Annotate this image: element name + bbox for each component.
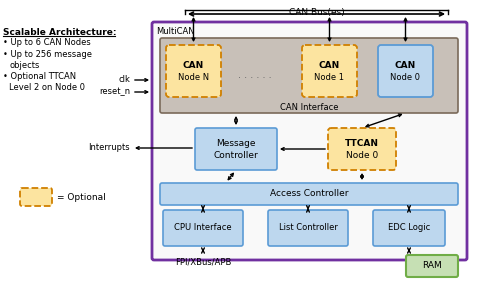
Text: MultiCAN: MultiCAN <box>156 27 194 36</box>
FancyBboxPatch shape <box>195 128 277 170</box>
FancyBboxPatch shape <box>302 45 357 97</box>
Text: CAN Bus(es): CAN Bus(es) <box>288 8 344 17</box>
Text: Scalable Architecture:: Scalable Architecture: <box>3 28 117 37</box>
Text: CAN Interface: CAN Interface <box>280 103 338 113</box>
Text: List Controller: List Controller <box>278 224 337 232</box>
Text: • Optional TTCAN: • Optional TTCAN <box>3 72 76 81</box>
FancyBboxPatch shape <box>268 210 348 246</box>
Text: . . . . . .: . . . . . . <box>238 70 272 80</box>
Text: • Up to 256 message: • Up to 256 message <box>3 50 92 59</box>
Text: Node 0: Node 0 <box>346 151 378 160</box>
FancyBboxPatch shape <box>160 183 458 205</box>
Text: RAM: RAM <box>422 261 442 270</box>
Text: CAN: CAN <box>395 61 416 70</box>
Text: Message: Message <box>216 140 256 149</box>
FancyBboxPatch shape <box>378 45 433 97</box>
Text: Interrupts: Interrupts <box>88 144 130 153</box>
Text: Node 1: Node 1 <box>314 72 345 81</box>
Text: Access Controller: Access Controller <box>270 190 348 199</box>
Text: reset_n: reset_n <box>99 87 130 96</box>
Text: clk: clk <box>118 76 130 85</box>
Text: CAN: CAN <box>319 61 340 70</box>
Text: CPU Interface: CPU Interface <box>174 224 232 232</box>
FancyBboxPatch shape <box>163 210 243 246</box>
Text: Controller: Controller <box>214 151 258 160</box>
Text: Node N: Node N <box>178 72 209 81</box>
FancyBboxPatch shape <box>160 38 458 113</box>
Text: CAN: CAN <box>183 61 204 70</box>
FancyBboxPatch shape <box>152 22 467 260</box>
Text: objects: objects <box>9 61 39 70</box>
FancyBboxPatch shape <box>406 255 458 277</box>
FancyBboxPatch shape <box>328 128 396 170</box>
Text: • Up to 6 CAN Nodes: • Up to 6 CAN Nodes <box>3 38 91 47</box>
FancyBboxPatch shape <box>166 45 221 97</box>
Text: FPI/XBus/APB: FPI/XBus/APB <box>175 257 231 266</box>
Text: Node 0: Node 0 <box>391 72 420 81</box>
FancyBboxPatch shape <box>373 210 445 246</box>
Text: = Optional: = Optional <box>57 193 106 202</box>
Text: Level 2 on Node 0: Level 2 on Node 0 <box>9 83 85 92</box>
Text: TTCAN: TTCAN <box>345 140 379 149</box>
FancyBboxPatch shape <box>20 188 52 206</box>
Text: EDC Logic: EDC Logic <box>388 224 430 232</box>
